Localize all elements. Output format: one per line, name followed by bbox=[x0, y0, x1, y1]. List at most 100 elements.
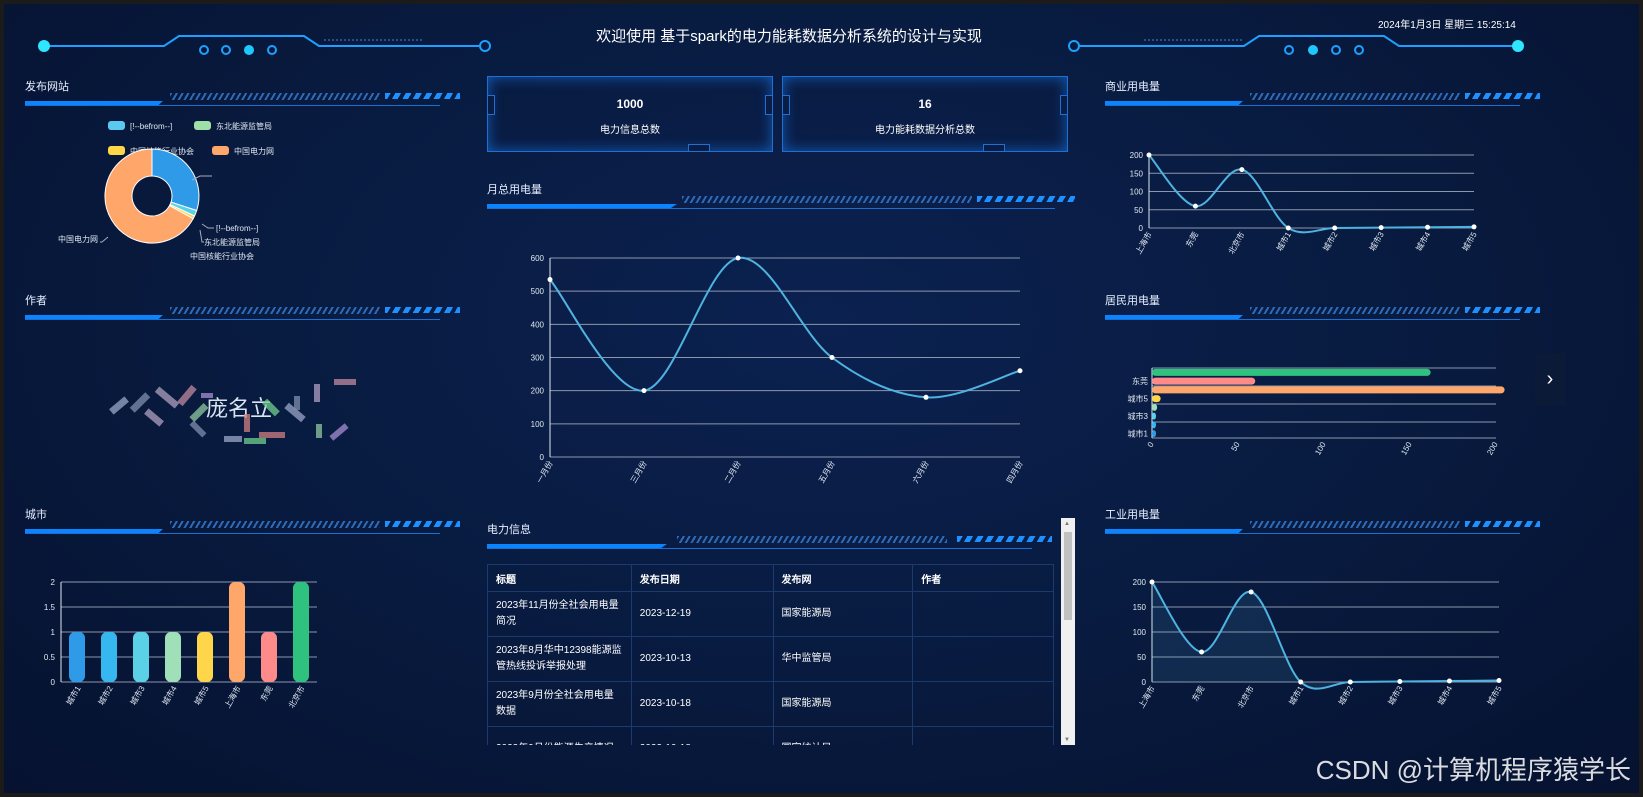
word-cloud-word[interactable] bbox=[189, 402, 209, 423]
data-point[interactable] bbox=[735, 255, 741, 261]
bar[interactable] bbox=[165, 632, 181, 682]
data-point[interactable] bbox=[547, 277, 553, 283]
scrollbar-thumb[interactable] bbox=[1064, 532, 1072, 620]
title-underline bbox=[487, 536, 1052, 550]
bar[interactable] bbox=[1152, 412, 1156, 420]
bar[interactable] bbox=[101, 632, 117, 682]
data-point[interactable] bbox=[1239, 167, 1245, 173]
word-cloud-main-word[interactable]: 庞名立 bbox=[206, 396, 272, 421]
y-tick-label: 1 bbox=[51, 628, 56, 637]
y-tick-label: 100 bbox=[531, 420, 545, 429]
bar[interactable] bbox=[293, 582, 309, 682]
card-notch bbox=[983, 144, 1005, 152]
word-cloud-word[interactable] bbox=[316, 424, 322, 438]
scroll-up-icon[interactable]: ▲ bbox=[1064, 521, 1070, 527]
table-row[interactable]: 2023年8月华中12398能源监管热线投诉举报处理 2023-10-13 华中监管… bbox=[487, 636, 1054, 682]
column-header-source[interactable]: 发布网 bbox=[772, 564, 914, 592]
word-cloud-word[interactable] bbox=[329, 423, 349, 441]
word-cloud-word[interactable] bbox=[201, 393, 213, 398]
title-underline bbox=[487, 196, 1075, 210]
table-row[interactable]: 2023年11月份全社会用电量简况 2023-12-19 国家能源局 bbox=[487, 591, 1054, 637]
y-tick-label: 200 bbox=[1133, 578, 1147, 587]
column-header-date[interactable]: 发布日期 bbox=[630, 564, 774, 592]
data-point[interactable] bbox=[1149, 579, 1155, 585]
data-point[interactable] bbox=[829, 355, 835, 360]
data-point[interactable] bbox=[1471, 224, 1477, 230]
word-cloud-word[interactable] bbox=[294, 396, 300, 410]
bar[interactable] bbox=[1152, 421, 1156, 429]
word-cloud-word[interactable] bbox=[189, 420, 207, 438]
data-point[interactable] bbox=[923, 394, 929, 400]
table-row[interactable]: 2023年9月份能源生产情况2023-10-18国家统计局 bbox=[487, 726, 1054, 745]
legend-label[interactable]: [!--befrom--] bbox=[130, 122, 172, 131]
word-cloud-word[interactable] bbox=[334, 379, 356, 385]
label-leader-line bbox=[100, 236, 109, 243]
data-point[interactable] bbox=[1378, 225, 1384, 231]
data-point[interactable] bbox=[1496, 678, 1502, 683]
residential-bar-chart: 城市1 城市3 城市5 东莞 0 50 100 150 200 bbox=[1128, 367, 1505, 457]
card-notch bbox=[782, 95, 790, 115]
bar[interactable] bbox=[197, 632, 213, 682]
word-cloud-word[interactable] bbox=[109, 396, 129, 415]
legend-label[interactable]: 东北能源监管局 bbox=[216, 121, 272, 131]
bar[interactable] bbox=[1152, 377, 1256, 385]
legend-swatch[interactable] bbox=[108, 146, 125, 155]
word-cloud-word[interactable] bbox=[244, 438, 266, 444]
legend-swatch[interactable] bbox=[108, 121, 125, 130]
word-cloud-word[interactable] bbox=[154, 386, 180, 409]
data-point[interactable] bbox=[1332, 225, 1338, 231]
word-cloud-word[interactable] bbox=[244, 414, 250, 432]
legend-swatch[interactable] bbox=[212, 146, 229, 155]
word-cloud-word[interactable] bbox=[262, 398, 280, 417]
bar[interactable] bbox=[229, 582, 245, 682]
bar[interactable] bbox=[261, 632, 277, 682]
bar[interactable] bbox=[1152, 430, 1156, 438]
data-point[interactable] bbox=[1446, 678, 1452, 684]
word-cloud-word[interactable] bbox=[314, 384, 320, 402]
x-tick-label: 五月份 bbox=[816, 459, 837, 485]
table-scrollbar[interactable]: ▲ ▼ bbox=[1061, 518, 1075, 745]
cell-title: 2023年11月份全社会用电量简况 bbox=[487, 591, 632, 637]
word-cloud-word[interactable] bbox=[259, 432, 285, 438]
bar[interactable] bbox=[133, 632, 149, 682]
pie-slice[interactable] bbox=[151, 148, 200, 212]
data-point[interactable] bbox=[1397, 679, 1403, 684]
scroll-down-icon[interactable]: ▼ bbox=[1064, 737, 1070, 743]
x-tick-label: 城市1 bbox=[1274, 230, 1293, 253]
area-fill bbox=[1152, 582, 1499, 689]
data-point[interactable] bbox=[1285, 225, 1291, 231]
legend-swatch[interactable] bbox=[194, 121, 211, 130]
pie-slice[interactable] bbox=[104, 148, 194, 244]
data-point[interactable] bbox=[1298, 679, 1304, 685]
bar[interactable] bbox=[1152, 395, 1161, 403]
bar[interactable] bbox=[1152, 386, 1505, 394]
card-notch bbox=[688, 144, 710, 152]
x-tick-label: 北京市 bbox=[1226, 230, 1247, 256]
column-header-title[interactable]: 标题 bbox=[487, 564, 632, 592]
bar[interactable] bbox=[1152, 368, 1431, 376]
data-point[interactable] bbox=[1199, 649, 1205, 655]
column-header-author[interactable]: 作者 bbox=[912, 564, 1054, 592]
data-point[interactable] bbox=[1248, 589, 1254, 595]
y-tick-label: 150 bbox=[1133, 603, 1147, 612]
y-tick-label: 0 bbox=[51, 678, 56, 687]
word-cloud-word[interactable] bbox=[284, 402, 306, 423]
word-cloud-word[interactable] bbox=[129, 392, 151, 413]
word-cloud-word[interactable] bbox=[224, 436, 242, 442]
data-point[interactable] bbox=[1146, 152, 1152, 158]
bar[interactable] bbox=[1152, 403, 1158, 411]
section-title-industrial: 工业用电量 bbox=[1105, 509, 1160, 521]
table-row[interactable]: 2023年9月份全社会用电量数据 2023-10-18 国家能源局 bbox=[487, 681, 1054, 727]
data-point[interactable] bbox=[1017, 368, 1023, 374]
data-point[interactable] bbox=[1425, 224, 1431, 230]
title-underline bbox=[25, 521, 460, 535]
data-point[interactable] bbox=[641, 388, 647, 394]
data-point[interactable] bbox=[1192, 203, 1198, 209]
data-point[interactable] bbox=[1347, 679, 1353, 685]
bar[interactable] bbox=[69, 632, 85, 682]
cell-author bbox=[912, 636, 1054, 682]
word-cloud-word[interactable] bbox=[144, 408, 164, 427]
legend-label[interactable]: 中国电力网 bbox=[234, 146, 274, 156]
word-cloud-word[interactable] bbox=[177, 384, 197, 407]
next-page-button[interactable]: › bbox=[1535, 353, 1565, 406]
